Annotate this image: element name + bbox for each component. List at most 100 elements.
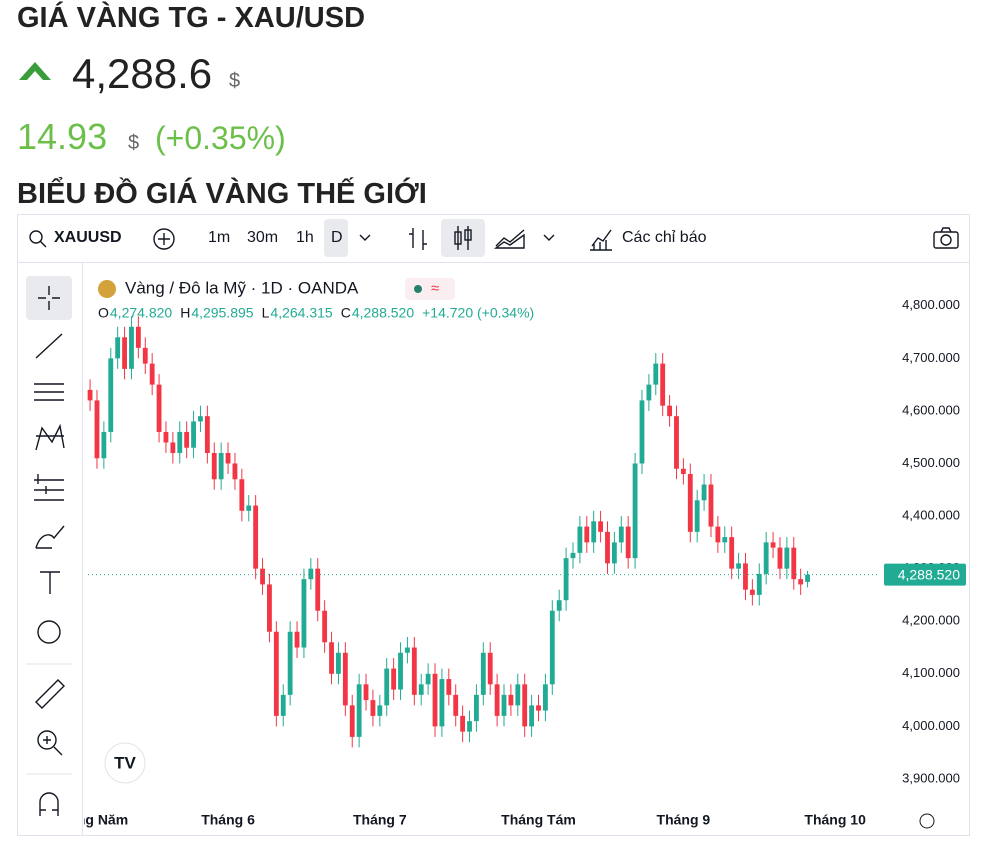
candle-body xyxy=(377,705,383,716)
candle-body xyxy=(798,579,804,585)
candle-body xyxy=(225,452,231,464)
candle-body xyxy=(687,474,693,532)
text-tool[interactable] xyxy=(40,571,60,594)
interval[interactable]: 30m xyxy=(247,229,279,246)
brush-tool[interactable] xyxy=(35,525,65,549)
candle-body xyxy=(94,400,100,459)
candle-body xyxy=(129,326,134,369)
candle-body xyxy=(577,526,583,553)
candle-body xyxy=(756,573,762,595)
x-tick-label: Tháng 10 xyxy=(804,812,866,828)
candle-body xyxy=(108,358,114,432)
x-tick-label: Tháng 6 xyxy=(201,812,255,828)
interval[interactable]: D xyxy=(331,229,343,246)
prediction-tool[interactable] xyxy=(34,474,64,501)
magnet-tool[interactable] xyxy=(39,792,59,816)
candle-body xyxy=(87,389,93,401)
legend-value: O xyxy=(98,305,109,321)
candle-body xyxy=(542,684,548,711)
candle-body xyxy=(653,363,659,385)
indicators[interactable]: Các chỉ báo xyxy=(622,229,707,246)
delay-icon: ≈ xyxy=(431,280,439,297)
add-icon[interactable] xyxy=(152,227,176,251)
candle-body xyxy=(680,468,686,475)
legend-value: 4,295.895 xyxy=(191,305,253,321)
zoom-tool-detail xyxy=(43,736,63,756)
zoom-tool[interactable] xyxy=(37,730,57,750)
candle-body xyxy=(246,505,252,511)
fib-tool[interactable] xyxy=(34,383,64,401)
candle-body xyxy=(639,400,645,464)
candle-body xyxy=(363,684,369,701)
candle-body xyxy=(460,715,466,732)
interval[interactable]: 1m xyxy=(208,229,231,246)
candle-style-icon[interactable] xyxy=(451,224,475,252)
candle-body xyxy=(418,684,424,695)
line-tool[interactable] xyxy=(35,333,63,359)
candle-body xyxy=(198,416,203,422)
candle-body xyxy=(115,337,121,359)
candle-body xyxy=(570,552,576,559)
candle-body xyxy=(674,416,679,469)
price-label-bg xyxy=(884,563,966,586)
symbol[interactable]: XAUUSD xyxy=(54,229,122,246)
legend-value: 4,274.820 xyxy=(110,305,172,321)
candle-body xyxy=(480,652,486,695)
legend-value: H xyxy=(180,305,190,321)
candle-body xyxy=(356,684,362,737)
candle-body xyxy=(315,568,321,611)
camera-icon[interactable] xyxy=(932,226,960,250)
legend-value: 4,264.315 xyxy=(270,305,332,321)
candle-body xyxy=(411,647,417,695)
dropdown[interactable] xyxy=(358,232,372,242)
candle-body xyxy=(611,542,617,564)
candle-body xyxy=(239,479,245,511)
candle-body xyxy=(584,526,590,543)
search-icon[interactable] xyxy=(28,229,48,249)
settings-icon[interactable] xyxy=(919,813,935,829)
y-tick-label: 4,000.000 xyxy=(902,718,960,733)
bar-style-icon[interactable] xyxy=(406,226,430,252)
candle-body xyxy=(494,684,500,716)
tool-selected-bg xyxy=(26,276,72,320)
candle-body xyxy=(342,652,348,706)
tv-logo[interactable] xyxy=(104,742,146,784)
candle-body xyxy=(453,694,459,716)
crosshair-tool[interactable] xyxy=(38,286,60,310)
candle-body xyxy=(605,531,610,564)
candle-body xyxy=(591,521,597,543)
ruler-tool[interactable] xyxy=(35,679,65,709)
candle-body xyxy=(487,652,493,685)
candle-body xyxy=(253,505,259,569)
interval[interactable]: 1h xyxy=(296,229,314,246)
interval-selected-bg xyxy=(324,219,348,257)
market-status xyxy=(414,285,422,293)
candle-body xyxy=(163,431,169,443)
candle-body xyxy=(211,452,217,480)
dropdown[interactable] xyxy=(542,232,556,242)
change-unit: $ xyxy=(128,132,140,154)
candle-body xyxy=(384,668,390,706)
candle-body xyxy=(736,563,741,569)
x-tick-label: Tháng 7 xyxy=(353,812,407,828)
x-tick-label: Tháng Tám xyxy=(501,812,576,828)
candle-body xyxy=(280,694,286,716)
candle-body xyxy=(405,647,410,653)
tv-logo-text: TV xyxy=(114,753,136,772)
candle-body xyxy=(749,589,755,595)
candle-body xyxy=(632,463,638,559)
area-style-icon[interactable] xyxy=(494,226,528,250)
legend-value: 4,288.520 xyxy=(352,305,414,321)
indicators-icon[interactable] xyxy=(588,226,614,252)
candle-body xyxy=(763,542,769,574)
emoji-tool[interactable] xyxy=(37,620,61,644)
candle-body xyxy=(177,431,183,453)
candle-body xyxy=(204,416,210,453)
legend-title: Vàng / Đô la Mỹ · 1D · OANDA xyxy=(125,278,359,297)
candle-body xyxy=(101,431,107,459)
candle-body xyxy=(777,547,783,569)
candle-body xyxy=(625,526,631,559)
pattern-tool[interactable] xyxy=(35,423,65,451)
candle-body xyxy=(722,537,728,543)
